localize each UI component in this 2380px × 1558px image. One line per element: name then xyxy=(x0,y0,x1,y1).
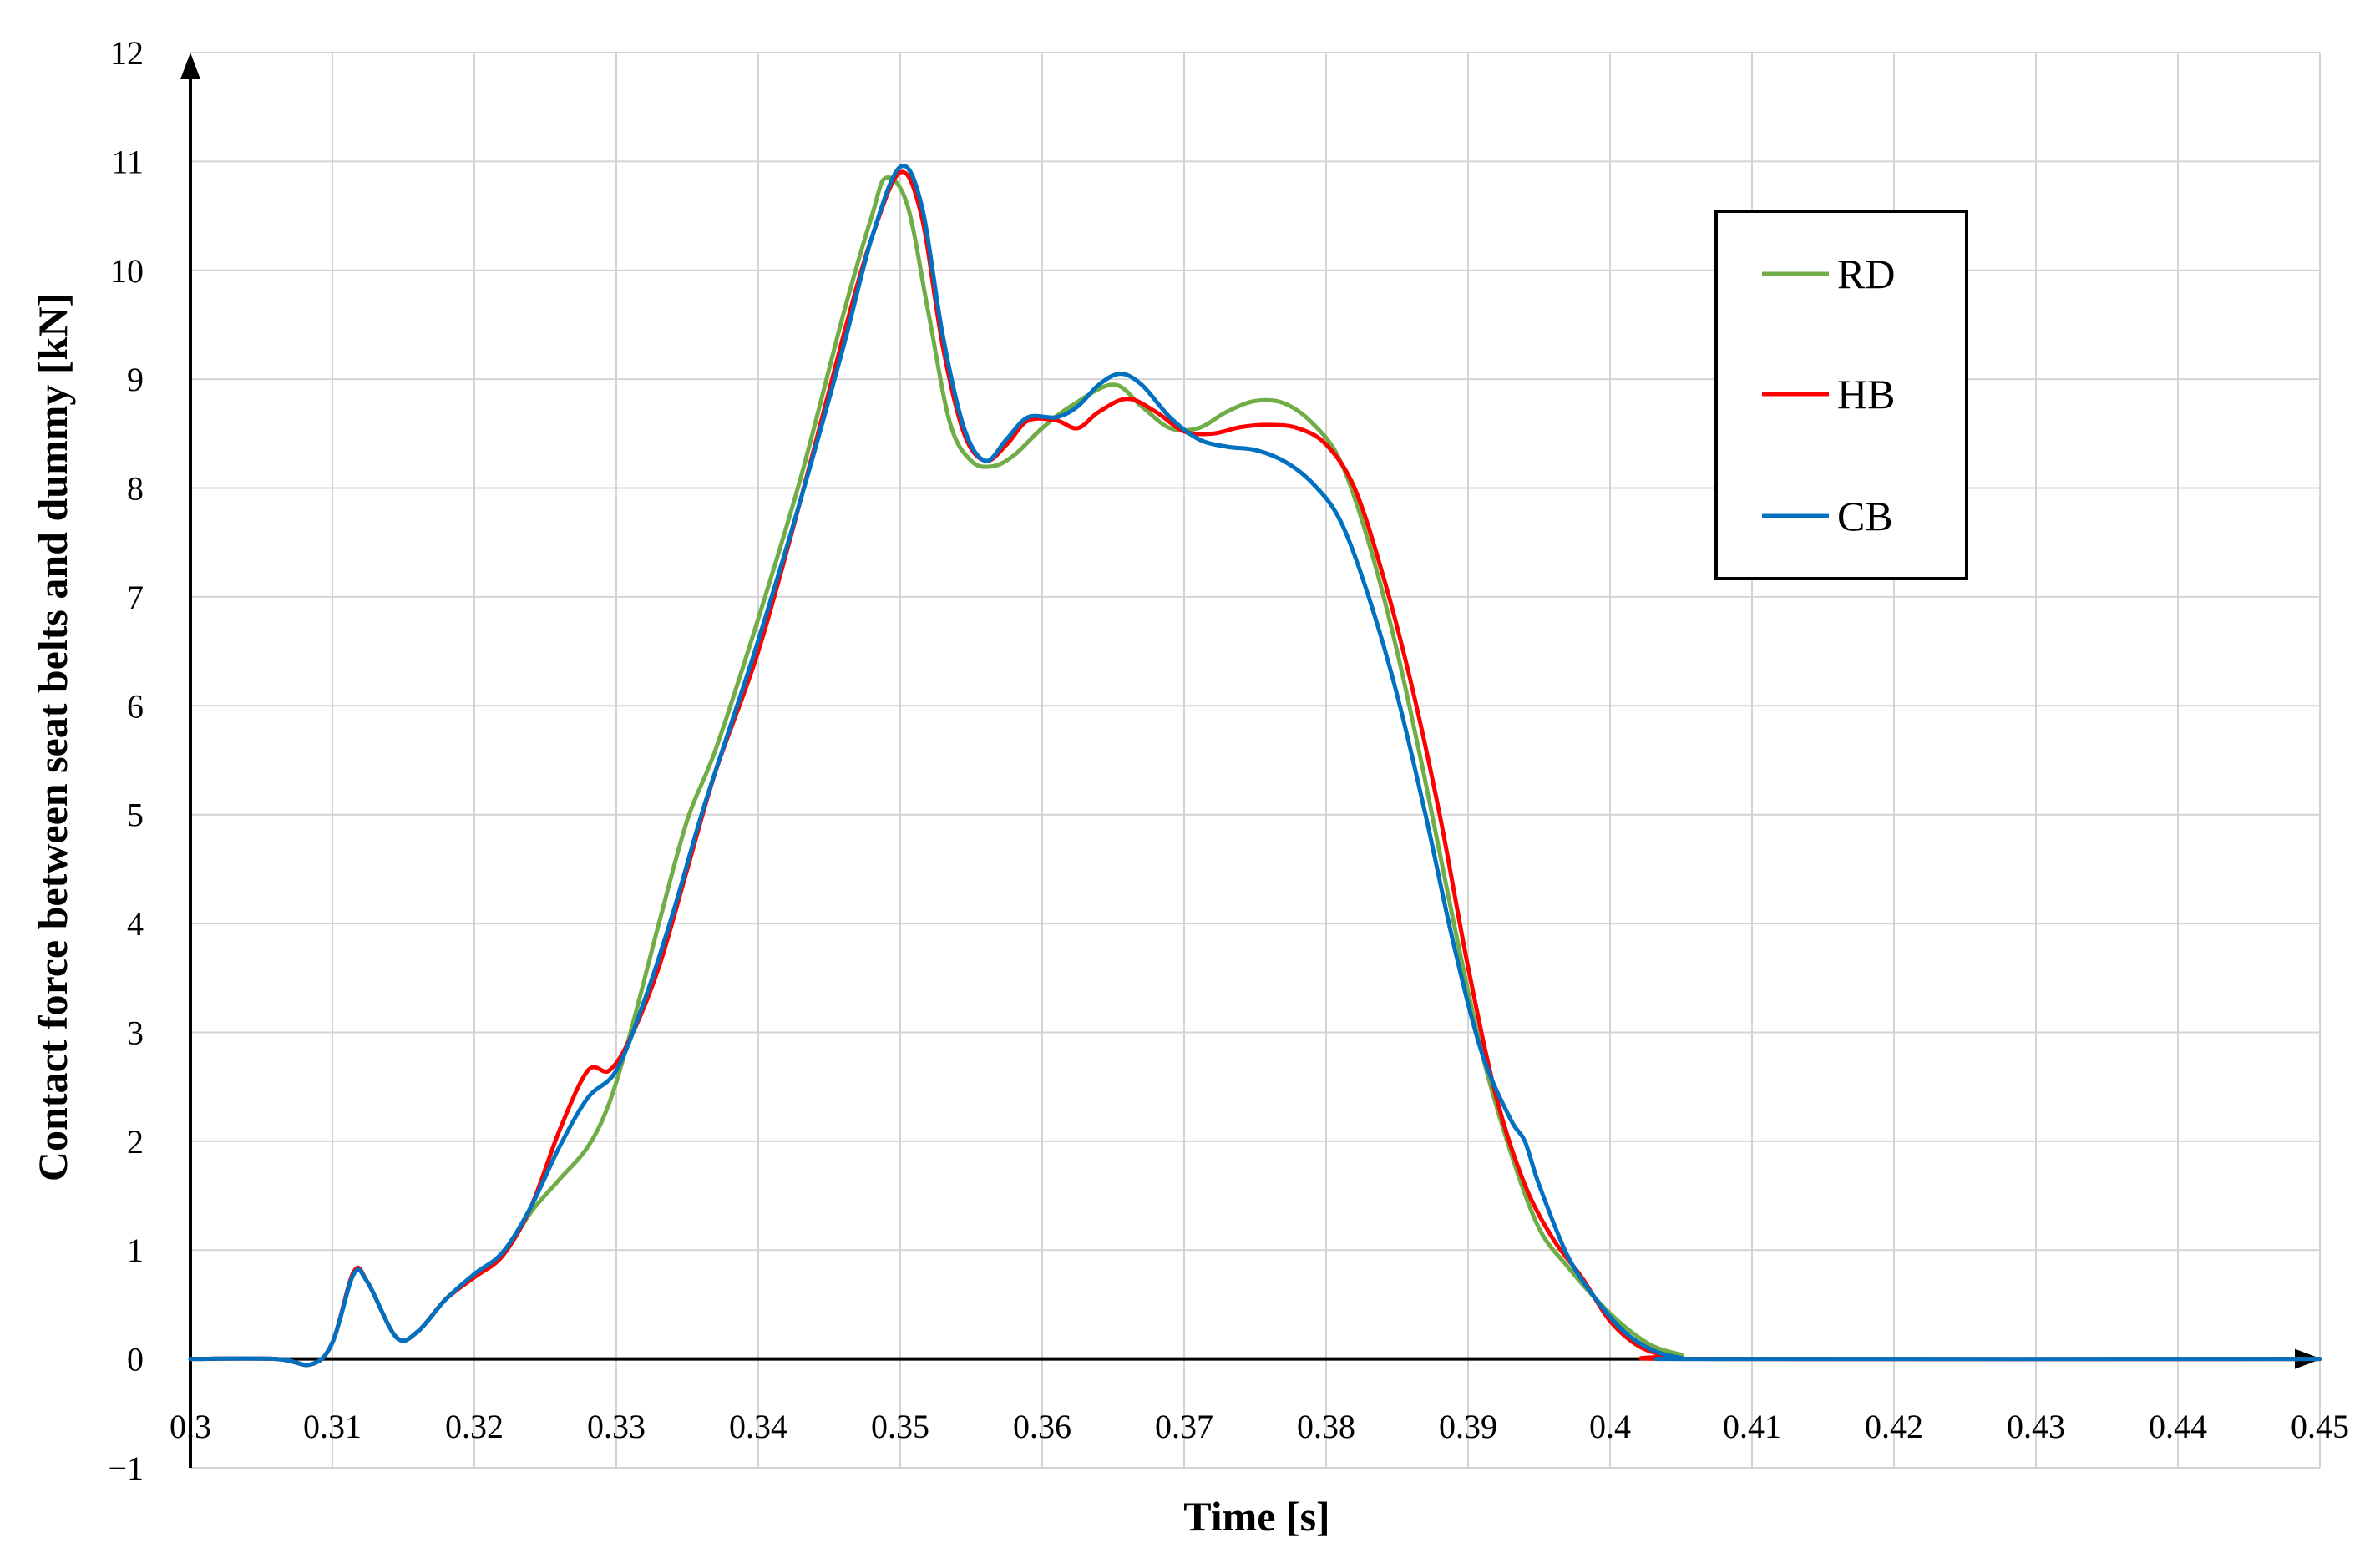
y-tick-label: 6 xyxy=(127,687,144,725)
y-tick-label: 4 xyxy=(127,905,144,943)
x-tick-label: 0.32 xyxy=(445,1408,504,1445)
y-tick-label: 5 xyxy=(127,797,144,834)
x-tick-label: 0.42 xyxy=(1865,1408,1923,1445)
y-axis-arrow xyxy=(180,53,200,79)
legend-label-cb: CB xyxy=(1837,493,1893,539)
x-tick-label: 0.31 xyxy=(303,1408,362,1445)
y-tick-label: 12 xyxy=(110,34,144,72)
y-axis-title: Contact force between seat belts and dum… xyxy=(29,293,76,1181)
x-tick-label: 0.44 xyxy=(2149,1408,2207,1445)
y-tick-label: 0 xyxy=(127,1341,144,1378)
y-tick-label: 1 xyxy=(127,1232,144,1269)
x-tick-labels: 0.3 0.31 0.32 0.33 0.34 0.35 0.36 0.37 0.38 0.39 0… xyxy=(170,1408,2349,1445)
legend-label-rd: RD xyxy=(1837,250,1895,297)
x-tick-label: 0.33 xyxy=(587,1408,646,1445)
x-tick-label: 0.37 xyxy=(1155,1408,1213,1445)
y-tick-label: 10 xyxy=(110,252,144,290)
x-tick-label: 0.38 xyxy=(1297,1408,1355,1445)
y-tick-label: 2 xyxy=(127,1123,144,1161)
x-axis-title: Time [s] xyxy=(1183,1493,1329,1540)
series-line-cb xyxy=(188,164,2322,1368)
y-tick-label: −1 xyxy=(108,1449,144,1487)
y-tick-label: 3 xyxy=(127,1014,144,1051)
x-tick-label: 0.4 xyxy=(1589,1408,1631,1445)
x-tick-label: 0.39 xyxy=(1439,1408,1497,1445)
x-tick-label: 0.36 xyxy=(1013,1408,1071,1445)
y-tick-label: 8 xyxy=(127,470,144,508)
legend-box xyxy=(1714,210,1968,580)
x-tick-label: 0.35 xyxy=(871,1408,929,1445)
x-tick-label: 0.3 xyxy=(170,1408,211,1445)
x-tick-label: 0.43 xyxy=(2007,1408,2065,1445)
y-tick-label: 7 xyxy=(127,579,144,616)
legend: RD HB CB xyxy=(1714,210,1968,580)
y-tick-label: 9 xyxy=(127,361,144,398)
legend-label-hb: HB xyxy=(1837,371,1895,417)
x-tick-label: 0.45 xyxy=(2291,1408,2349,1445)
x-tick-label: 0.34 xyxy=(729,1408,787,1445)
x-tick-label: 0.41 xyxy=(1723,1408,1781,1445)
series-lines xyxy=(188,164,2322,1368)
y-tick-label: 11 xyxy=(111,143,144,180)
